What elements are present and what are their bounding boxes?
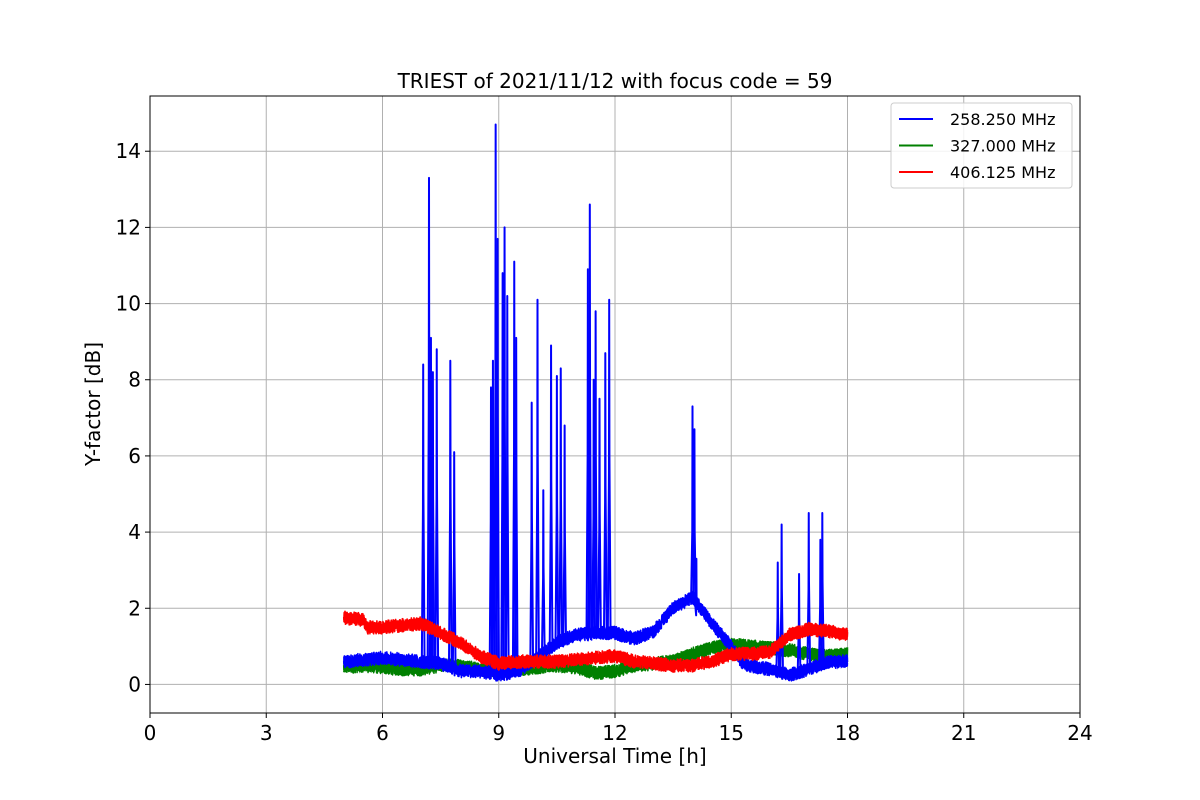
- x-axis-title: Universal Time [h]: [523, 744, 706, 768]
- legend-box: [890, 102, 1073, 189]
- series-peak: [819, 512, 825, 664]
- series-peak: [447, 359, 453, 668]
- chart-title: TRIEST of 2021/11/12 with focus code = 5…: [397, 69, 833, 93]
- legend: 258.250 MHz 327.000 MHz 406.125 MHz: [890, 102, 1073, 189]
- series-peak: [692, 428, 697, 600]
- series-peak: [597, 397, 602, 634]
- series-peak: [554, 374, 560, 643]
- series-peak: [502, 226, 507, 674]
- series-peak: [495, 237, 500, 675]
- series-peak: [513, 336, 519, 672]
- series-peak: [779, 523, 784, 673]
- x-tick-label: 0: [144, 721, 157, 745]
- series-line-band: [343, 612, 849, 672]
- y-tick-label: 10: [116, 292, 141, 316]
- legend-label: 406.125 MHz: [950, 163, 1055, 182]
- series-peak: [775, 561, 781, 672]
- series-peak: [690, 405, 695, 597]
- x-tick-label: 21: [951, 721, 976, 745]
- series-peak: [504, 294, 510, 674]
- y-tick-label: 2: [128, 596, 141, 620]
- series-peak: [535, 298, 540, 658]
- series-peak: [430, 371, 436, 663]
- series-peak: [548, 344, 554, 648]
- series-peak: [602, 352, 608, 634]
- series-peak: [593, 310, 598, 634]
- legend-label: 327.000 MHz: [950, 137, 1055, 156]
- x-tick-label: 9: [492, 721, 505, 745]
- series-layer: [342, 123, 849, 682]
- y-axis-title: Y-factor [dB]: [81, 342, 105, 467]
- series-peak: [806, 512, 812, 670]
- series-peak: [493, 123, 499, 675]
- x-tick-label: 12: [602, 721, 627, 745]
- series-peak: [558, 367, 564, 642]
- series-peak: [587, 203, 593, 634]
- y-tick-label: 0: [128, 672, 141, 696]
- y-tick-label: 14: [116, 139, 141, 163]
- y-tick-label: 4: [128, 520, 141, 544]
- y-tick-label: 12: [116, 215, 141, 239]
- series-peak: [540, 489, 546, 654]
- x-tick-label: 18: [835, 721, 860, 745]
- series-peak: [434, 348, 440, 664]
- y-tick-label: 8: [128, 368, 141, 392]
- series-peak: [529, 401, 535, 662]
- x-tick-label: 6: [376, 721, 389, 745]
- series-peak: [562, 424, 567, 640]
- series-peak: [420, 363, 426, 662]
- series-peak: [490, 359, 496, 674]
- series-2: [342, 610, 849, 673]
- x-tick-label: 24: [1067, 721, 1092, 745]
- series-peak: [606, 298, 612, 634]
- legend-label: 258.250 MHz: [950, 110, 1055, 129]
- x-tick-label: 15: [719, 721, 744, 745]
- x-tick-label: 3: [260, 721, 273, 745]
- series-peak: [694, 557, 699, 617]
- series-0: [342, 123, 849, 682]
- series-peak: [451, 451, 457, 669]
- series-peak: [426, 176, 432, 663]
- y-tick-label: 6: [128, 444, 141, 468]
